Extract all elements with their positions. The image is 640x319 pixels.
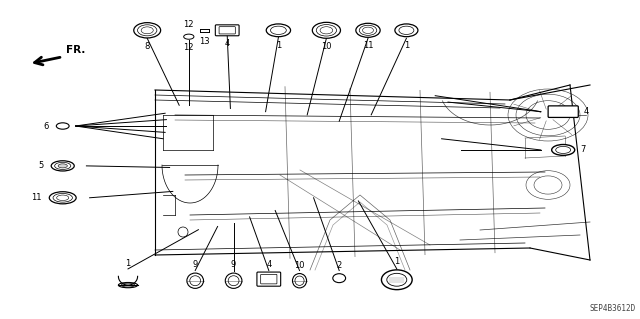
Ellipse shape (312, 22, 340, 38)
Ellipse shape (51, 161, 74, 171)
Ellipse shape (134, 23, 161, 38)
Ellipse shape (292, 274, 307, 288)
Ellipse shape (56, 123, 69, 129)
Text: 9: 9 (231, 260, 236, 269)
Ellipse shape (395, 24, 418, 37)
Text: 12: 12 (184, 20, 194, 29)
Ellipse shape (333, 274, 346, 283)
Text: 1: 1 (125, 259, 131, 268)
Text: 2: 2 (337, 261, 342, 270)
Ellipse shape (118, 283, 138, 288)
Ellipse shape (556, 146, 571, 153)
Text: 1: 1 (394, 257, 399, 266)
Text: 13: 13 (200, 38, 210, 47)
Ellipse shape (381, 270, 412, 290)
Text: SEP4B3612D: SEP4B3612D (589, 304, 636, 313)
FancyBboxPatch shape (257, 272, 281, 286)
Text: FR.: FR. (66, 45, 85, 55)
Text: 12: 12 (184, 43, 194, 52)
Text: 10: 10 (294, 261, 305, 270)
Ellipse shape (266, 24, 291, 37)
Ellipse shape (225, 273, 242, 288)
Text: 11: 11 (363, 41, 373, 50)
Text: 5: 5 (38, 161, 44, 170)
Ellipse shape (387, 273, 407, 286)
Text: 4: 4 (583, 107, 589, 116)
Text: 8: 8 (145, 42, 150, 51)
Ellipse shape (187, 273, 204, 288)
Ellipse shape (552, 145, 575, 155)
Ellipse shape (184, 34, 194, 39)
Ellipse shape (49, 192, 76, 204)
Text: 1: 1 (276, 41, 281, 50)
Text: 4: 4 (266, 260, 271, 269)
Text: 6: 6 (43, 122, 49, 130)
FancyBboxPatch shape (548, 106, 579, 117)
Text: 10: 10 (321, 42, 332, 51)
Text: 11: 11 (31, 193, 41, 202)
Text: 9: 9 (193, 260, 198, 269)
Text: 7: 7 (580, 145, 586, 154)
Ellipse shape (356, 23, 380, 37)
Text: 4: 4 (225, 39, 230, 48)
Ellipse shape (58, 164, 67, 168)
FancyBboxPatch shape (215, 25, 239, 36)
Text: 1: 1 (404, 41, 409, 50)
